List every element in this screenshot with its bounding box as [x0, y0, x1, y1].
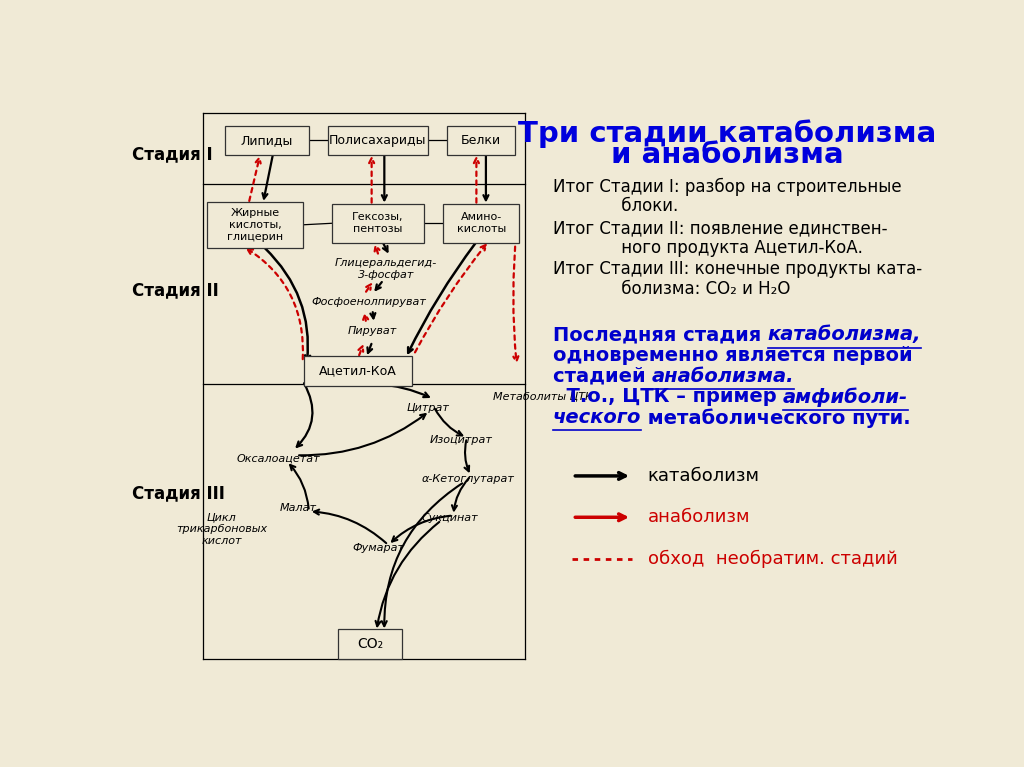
FancyBboxPatch shape [304, 356, 412, 386]
Text: ческого: ческого [553, 408, 641, 427]
FancyArrowPatch shape [377, 384, 429, 397]
FancyArrowPatch shape [265, 248, 310, 360]
FancyArrowPatch shape [364, 314, 368, 321]
FancyArrowPatch shape [465, 440, 469, 471]
FancyArrowPatch shape [248, 249, 303, 359]
Text: метаболического пути.: метаболического пути. [641, 408, 910, 427]
Text: Т.о., ЦТК – пример: Т.о., ЦТК – пример [553, 387, 783, 407]
Text: катаболизм: катаболизм [648, 467, 760, 485]
FancyArrowPatch shape [435, 409, 462, 436]
Text: Три стадии катаболизма: Три стадии катаболизма [518, 119, 936, 148]
Text: одновременно является первой: одновременно является первой [553, 346, 912, 365]
Text: Пируват: Пируват [348, 326, 397, 336]
Text: катаболизма,: катаболизма, [768, 325, 921, 344]
Text: Сукцинат: Сукцинат [421, 513, 478, 523]
Text: Итог Стадии I: разбор на строительные: Итог Стадии I: разбор на строительные [553, 178, 901, 196]
FancyBboxPatch shape [443, 204, 519, 242]
Text: Итог Стадии III: конечные продукты ката-: Итог Стадии III: конечные продукты ката- [553, 260, 922, 278]
Text: Итог Стадии II: появление единствен-: Итог Стадии II: появление единствен- [553, 219, 887, 237]
Text: Фумарат: Фумарат [352, 543, 404, 553]
FancyArrowPatch shape [376, 522, 439, 626]
FancyBboxPatch shape [447, 127, 515, 155]
Text: Цикл
трикарбоновых
кислот: Цикл трикарбоновых кислот [176, 512, 267, 545]
Text: обход  необратим. стадий: обход необратим. стадий [648, 549, 898, 568]
Text: Оксалоацетат: Оксалоацетат [237, 453, 321, 463]
FancyArrowPatch shape [483, 156, 488, 200]
FancyArrowPatch shape [290, 465, 308, 509]
Text: Полисахариды: Полисахариды [330, 134, 427, 147]
FancyArrowPatch shape [366, 285, 371, 291]
FancyArrowPatch shape [299, 414, 426, 456]
Text: амфиболи-: амфиболи- [783, 387, 908, 407]
Text: стадией: стадией [553, 367, 652, 386]
FancyArrowPatch shape [262, 156, 272, 199]
Text: Белки: Белки [461, 134, 501, 147]
FancyArrowPatch shape [297, 384, 312, 447]
FancyArrowPatch shape [382, 156, 387, 200]
FancyArrowPatch shape [513, 229, 518, 361]
Text: Изоцитрат: Изоцитрат [430, 436, 493, 446]
FancyArrowPatch shape [392, 515, 451, 542]
Text: Малат: Малат [281, 503, 317, 513]
Text: анаболизма.: анаболизма. [652, 367, 795, 386]
Text: и анаболизма: и анаболизма [611, 141, 844, 170]
Text: CO₂: CO₂ [357, 637, 383, 651]
Text: болизма: CO₂ и H₂O: болизма: CO₂ и H₂O [553, 280, 790, 298]
Text: Амино-
кислоты: Амино- кислоты [457, 212, 506, 234]
Text: Последняя стадия: Последняя стадия [553, 325, 768, 344]
Text: Цитрат: Цитрат [407, 403, 450, 413]
Text: анаболизм: анаболизм [648, 509, 751, 526]
FancyArrowPatch shape [314, 509, 386, 543]
FancyBboxPatch shape [225, 127, 309, 155]
Text: Стадия II: Стадия II [132, 281, 219, 299]
Text: Стадия I: Стадия I [132, 145, 213, 163]
FancyBboxPatch shape [207, 202, 303, 248]
FancyArrowPatch shape [382, 483, 462, 626]
Text: α-Кетоглутарат: α-Кетоглутарат [421, 474, 514, 484]
Text: Гексозы,
пентозы: Гексозы, пентозы [352, 212, 403, 234]
FancyArrowPatch shape [383, 243, 387, 252]
Text: Фосфоенолпируват: Фосфоенолпируват [311, 297, 426, 307]
FancyArrowPatch shape [415, 245, 485, 352]
Text: Ацетил-КоА: Ацетил-КоА [319, 364, 397, 377]
FancyArrowPatch shape [375, 246, 380, 254]
FancyBboxPatch shape [338, 630, 402, 659]
FancyArrowPatch shape [369, 158, 374, 202]
FancyArrowPatch shape [358, 346, 364, 355]
Text: Метаболиты ЦТК: Метаболиты ЦТК [494, 391, 593, 401]
FancyArrowPatch shape [376, 282, 382, 290]
FancyBboxPatch shape [332, 204, 424, 242]
Text: Глицеральдегид-
3-фосфат: Глицеральдегид- 3-фосфат [335, 258, 437, 280]
Text: Жирные
кислоты,
глицерин: Жирные кислоты, глицерин [227, 209, 283, 242]
Text: Стадия III: Стадия III [132, 485, 225, 502]
FancyArrowPatch shape [409, 243, 475, 353]
FancyArrowPatch shape [368, 344, 372, 353]
Text: ного продукта Ацетил-КоА.: ного продукта Ацетил-КоА. [553, 239, 862, 256]
FancyArrowPatch shape [452, 478, 469, 510]
FancyBboxPatch shape [328, 127, 428, 155]
Text: блоки.: блоки. [553, 197, 678, 216]
FancyArrowPatch shape [474, 158, 479, 202]
Text: Липиды: Липиды [241, 134, 293, 147]
FancyArrowPatch shape [371, 312, 376, 318]
FancyArrowPatch shape [249, 158, 261, 201]
